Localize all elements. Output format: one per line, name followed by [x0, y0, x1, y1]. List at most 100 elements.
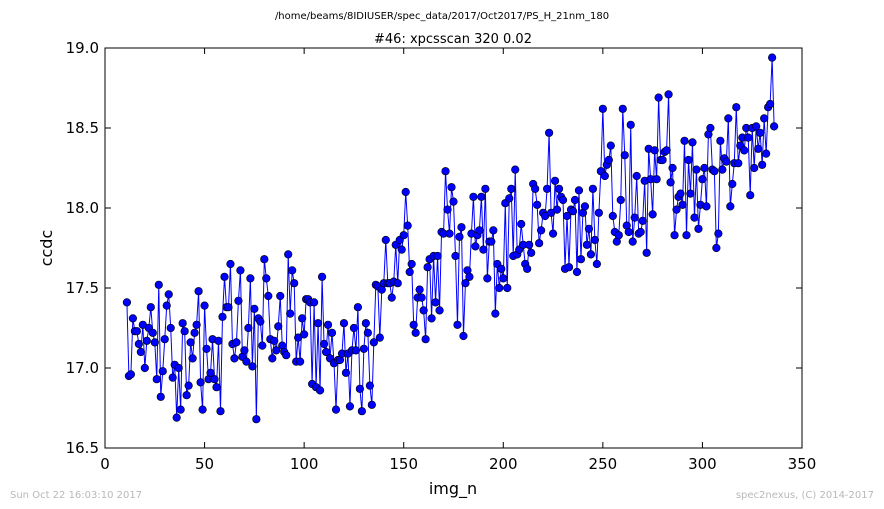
data-point [632, 171, 641, 181]
data-point [284, 250, 293, 259]
data-point [194, 287, 203, 296]
data-point [517, 219, 526, 229]
data-point [445, 229, 454, 238]
data-point [724, 114, 733, 123]
data-point [168, 373, 177, 382]
data-point [678, 200, 687, 209]
data-point [752, 122, 761, 131]
data-point [375, 333, 384, 342]
data-point [702, 202, 711, 211]
data-point [706, 123, 715, 133]
data-point [298, 314, 307, 323]
data-point [638, 216, 647, 225]
x-axis-ticks: 0 50 100 150 200 250 300 350 [100, 48, 816, 473]
y-tick-label: 17.0 [66, 359, 99, 377]
data-point [423, 263, 432, 272]
data-point [608, 211, 617, 221]
data-point [399, 231, 408, 240]
data-point [200, 301, 209, 310]
data-point [252, 415, 261, 424]
data-point [766, 99, 775, 109]
data-point [264, 291, 273, 301]
data-point [315, 386, 325, 395]
data-point [722, 157, 731, 166]
data-point [234, 296, 243, 305]
data-point [262, 274, 271, 283]
data-point [210, 375, 219, 384]
data-point [758, 160, 767, 169]
data-point [642, 248, 651, 257]
y-tick-label: 19.0 [66, 39, 99, 57]
data-point [369, 338, 378, 347]
data-point [600, 171, 609, 181]
data-point [491, 309, 500, 318]
data-point [411, 328, 420, 337]
data-point [164, 290, 173, 299]
y-tick-label: 17.5 [66, 279, 99, 297]
data-point [156, 392, 165, 401]
data-point [174, 363, 183, 373]
data-point [417, 293, 426, 302]
x-tick-label: 0 [100, 455, 110, 473]
data-point [198, 405, 207, 414]
data-point [554, 184, 564, 193]
data-point [224, 303, 233, 312]
data-point [523, 264, 532, 273]
data-point [620, 151, 629, 160]
data-point [172, 413, 181, 422]
data-point [136, 347, 145, 357]
data-point [447, 183, 456, 192]
data-point [260, 255, 269, 264]
x-tick-label: 350 [788, 455, 817, 473]
data-point [606, 141, 615, 150]
data-point [483, 274, 492, 283]
data-point [230, 354, 239, 363]
data-point [248, 362, 257, 371]
data-point [588, 184, 598, 193]
data-point [734, 159, 743, 168]
data-point [750, 163, 759, 173]
data-point [630, 213, 639, 222]
data-point [666, 178, 675, 187]
data-point [290, 279, 299, 288]
data-point [499, 274, 508, 283]
data-point [353, 303, 363, 312]
data-point [276, 291, 285, 301]
data-point [188, 354, 197, 363]
data-point [397, 245, 406, 254]
data-point [537, 226, 546, 235]
data-point [321, 347, 331, 357]
data-point [236, 266, 245, 275]
data-point [178, 319, 187, 328]
data-point [286, 309, 295, 318]
data-point [182, 391, 191, 400]
data-point [270, 336, 279, 345]
data-point [152, 375, 161, 384]
data-point [614, 231, 623, 240]
data-point [662, 146, 671, 155]
data-point [319, 339, 329, 349]
data-point [206, 368, 215, 377]
data-point [323, 320, 333, 329]
data-point [544, 128, 554, 137]
data-point [481, 184, 490, 193]
data-point [218, 312, 227, 321]
data-point [250, 304, 259, 313]
data-point [242, 357, 251, 366]
data-point [680, 136, 689, 145]
x-tick-label: 50 [195, 455, 214, 473]
data-point [160, 335, 169, 344]
footer-credit: spec2nexus, (C) 2014-2017 [736, 490, 874, 501]
data-point [562, 211, 572, 221]
data-point [465, 272, 474, 281]
data-point [582, 240, 592, 249]
data-point [479, 245, 488, 254]
data-point [572, 267, 582, 277]
data-point [327, 328, 337, 337]
data-point [421, 335, 430, 344]
data-point [477, 192, 486, 201]
x-tick-label: 200 [489, 455, 518, 473]
data-point [268, 354, 277, 363]
data-point [710, 167, 719, 176]
